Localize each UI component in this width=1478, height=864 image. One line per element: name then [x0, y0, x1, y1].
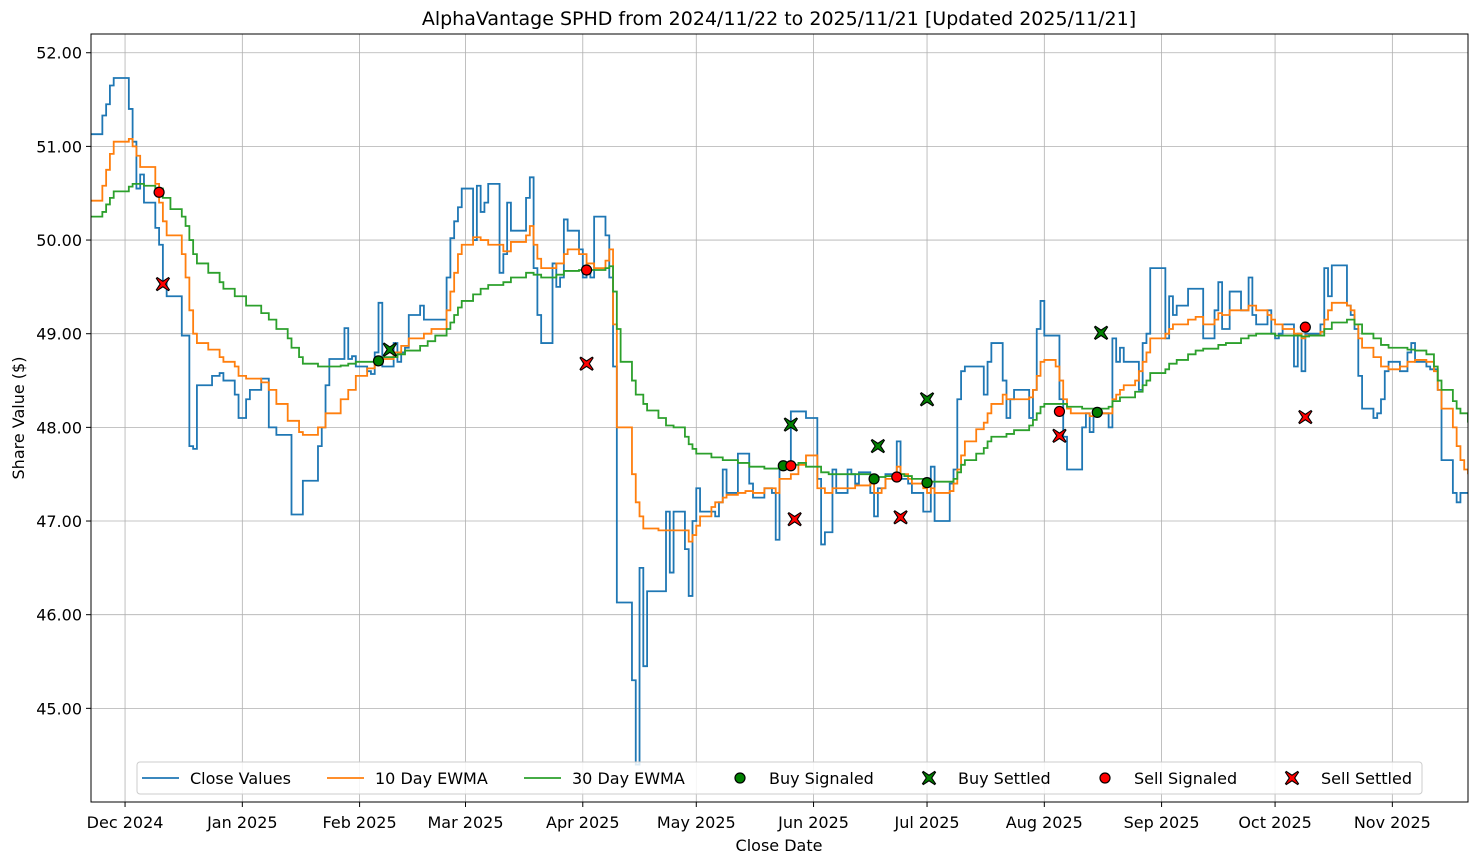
marker-sell-signaled [1053, 405, 1066, 418]
legend-label-buy-settled: Buy Settled [958, 769, 1051, 788]
marker-sell-signaled [785, 460, 797, 472]
marker-sell-settled [155, 276, 171, 292]
x-tick-label: Aug 2025 [1006, 813, 1083, 832]
legend-swatch-sell-signaled [1099, 772, 1111, 784]
y-tick-label: 45.00 [36, 699, 82, 718]
x-tick-label: Feb 2025 [323, 813, 397, 832]
y-axis-label: Share Value ($) [9, 357, 28, 480]
marker-buy-signaled [1091, 406, 1103, 418]
marker-buy-settled [870, 438, 886, 454]
legend-label-sell-settled: Sell Settled [1321, 769, 1412, 788]
y-tick-label: 51.00 [36, 137, 82, 156]
marker-buy-settled [919, 392, 935, 407]
marker-sell-signaled [1299, 321, 1311, 333]
marker-buy-settled [1093, 325, 1109, 340]
marker-sell-settled [1298, 409, 1313, 425]
marker-sell-settled [579, 356, 594, 371]
x-tick-label: Apr 2025 [546, 813, 619, 832]
series-line-10-day-ewma [91, 138, 1468, 543]
y-tick-label: 49.00 [36, 325, 82, 344]
x-tick-label: Oct 2025 [1238, 813, 1311, 832]
marker-buy-settled [382, 342, 398, 357]
marker-sell-settled [893, 510, 908, 525]
y-tick-label: 50.00 [36, 231, 82, 250]
x-tick-label: May 2025 [657, 813, 736, 832]
chart-title: AlphaVantage SPHD from 2024/11/22 to 202… [422, 8, 1136, 30]
x-tick-label: Jul 2025 [893, 813, 959, 832]
y-tick-label: 52.00 [36, 44, 82, 63]
x-tick-label: Jun 2025 [777, 813, 849, 832]
x-tick-label: Dec 2024 [87, 813, 164, 832]
x-tick-label: Nov 2025 [1354, 813, 1431, 832]
legend-label-buy-signaled: Buy Signaled [769, 769, 874, 788]
plot-clip-group [91, 77, 1468, 766]
x-tick-label: Sep 2025 [1124, 813, 1200, 832]
plot-frame [90, 33, 1469, 803]
legend-swatch-sell-settled [1284, 770, 1300, 786]
y-tick-label: 48.00 [36, 418, 82, 437]
legend-swatch-buy-settled [921, 770, 937, 786]
plot-area [91, 77, 1468, 766]
x-axis-ticks: Dec 2024 Jan 2025 Feb 2025 Mar 2025 Apr 2025… [87, 802, 1431, 832]
marker-buy-signaled [372, 355, 385, 367]
grid-lines [91, 34, 1468, 802]
y-axis-ticks: 45.00 46.00 47.00 48.00 49.00 50.00 51.00 52.00 [36, 44, 91, 718]
marker-sell-settled [1052, 428, 1067, 444]
x-tick-label: Mar 2025 [428, 813, 504, 832]
legend: Close Values 10 Day EWMA 30 Day EWMA Buy Si… [136, 761, 1423, 795]
legend-label-30-day-ewma: 30 Day EWMA [572, 769, 685, 788]
x-tick-label: Jan 2025 [206, 813, 277, 832]
x-axis-label: Close Date [736, 836, 823, 855]
marker-buy-settled [783, 417, 799, 432]
y-tick-label: 46.00 [36, 606, 82, 625]
marker-sell-signaled [891, 471, 903, 483]
legend-label-sell-signaled: Sell Signaled [1134, 769, 1237, 788]
marker-buy-signaled [868, 473, 880, 485]
marker-sell-signaled [580, 264, 593, 276]
legend-label-10-day-ewma: 10 Day EWMA [375, 769, 488, 788]
legend-label-close-values: Close Values [190, 769, 291, 788]
legend-swatch-buy-signaled [734, 772, 746, 784]
series-line-30-day-ewma [91, 182, 1468, 483]
y-tick-label: 47.00 [36, 512, 82, 531]
marker-sell-signaled [153, 186, 165, 198]
marker-sell-settled [787, 511, 802, 527]
legend-box [136, 761, 1423, 795]
marker-buy-signaled [921, 477, 933, 489]
